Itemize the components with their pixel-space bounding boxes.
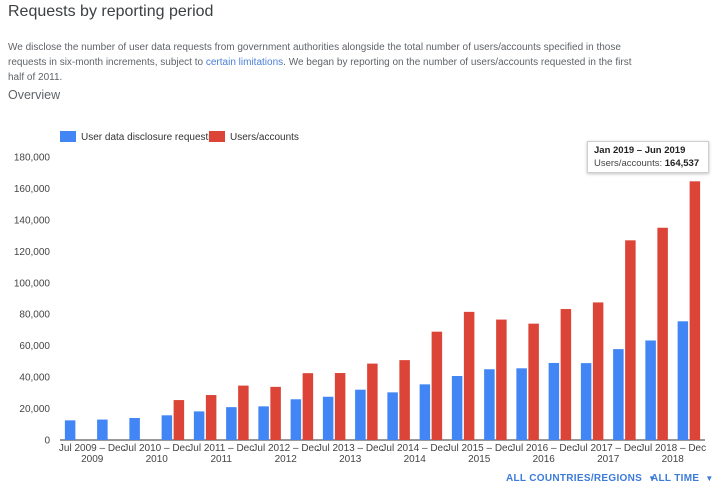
x-tick-label-year: 2016 xyxy=(533,454,556,465)
y-tick-label: 0 xyxy=(44,436,50,447)
bar-requests xyxy=(580,363,592,440)
x-tick-label: Jul 2010 – Dec xyxy=(123,443,190,454)
x-tick-label: Jul 2011 – Dec xyxy=(188,443,254,454)
y-tick-label: 40,000 xyxy=(19,373,50,384)
bar-users-accounts xyxy=(431,331,443,440)
x-tick-label-year: 2010 xyxy=(146,454,169,465)
legend-label: User data disclosure requests xyxy=(81,132,213,143)
bar-users-accounts xyxy=(625,240,636,440)
intro-text: We disclose the number of user data requ… xyxy=(8,40,648,85)
bar-requests xyxy=(226,407,237,440)
bar-users-accounts xyxy=(238,385,249,440)
y-tick-label: 100,000 xyxy=(14,278,51,289)
time-filter-dropdown[interactable]: ALL TIME ▼ xyxy=(651,473,714,484)
x-tick-label-year: 2018 xyxy=(662,454,685,465)
x-tick-label-year: 2017 xyxy=(597,454,620,465)
bar-requests xyxy=(645,340,656,440)
x-tick-label-year: 2011 xyxy=(210,454,232,465)
bar-requests xyxy=(613,349,624,440)
bar-users-accounts xyxy=(334,373,346,440)
y-tick-label: 60,000 xyxy=(19,341,50,352)
bar-users-accounts xyxy=(496,319,507,440)
y-tick-label: 80,000 xyxy=(19,310,50,321)
bar-requests xyxy=(193,411,205,440)
y-tick-label: 160,000 xyxy=(14,184,51,195)
bar-users-accounts xyxy=(560,309,572,440)
tooltip-row: Users/accounts: 164,537 xyxy=(594,157,702,171)
x-tick-label: Jul 2018 – Dec xyxy=(639,443,706,454)
bar-requests xyxy=(677,321,689,440)
bar-requests xyxy=(322,396,334,440)
bar-users-accounts xyxy=(205,395,217,440)
bar-users-accounts xyxy=(173,400,185,440)
bar-requests xyxy=(64,420,76,440)
bar-requests xyxy=(387,392,398,440)
bar-requests xyxy=(548,362,560,440)
time-filter-label: ALL TIME xyxy=(651,473,700,484)
y-tick-label: 20,000 xyxy=(19,404,50,415)
tooltip-value: 164,537 xyxy=(664,158,700,169)
bar-users-accounts xyxy=(367,363,378,440)
y-tick-label: 140,000 xyxy=(14,215,51,226)
bar-requests xyxy=(419,384,431,440)
bar-requests xyxy=(516,368,527,440)
countries-filter-dropdown[interactable]: ALL COUNTRIES/REGIONS ▼ xyxy=(506,473,656,484)
bar-requests xyxy=(97,419,108,440)
bar-requests xyxy=(258,406,269,440)
bar-users-accounts xyxy=(270,386,281,440)
bar-users-accounts xyxy=(592,302,604,440)
countries-filter-label: ALL COUNTRIES/REGIONS xyxy=(506,473,643,484)
x-tick-label-year: 2009 xyxy=(81,454,104,465)
chevron-down-icon: ▼ xyxy=(648,474,657,483)
bar-requests xyxy=(484,369,495,440)
bar-users-accounts xyxy=(302,373,314,440)
x-tick-label: Jul 2016 – Dec xyxy=(510,443,577,454)
x-tick-label-year: 2015 xyxy=(468,454,491,465)
legend-swatch xyxy=(60,131,76,142)
bar-users-accounts xyxy=(657,227,668,440)
bar-users-accounts xyxy=(689,181,701,440)
bar-requests xyxy=(355,389,366,440)
x-tick-label: Jul 2009 – Dec xyxy=(59,443,126,454)
x-tick-label: Jul 2012 – Dec xyxy=(252,443,319,454)
bar-users-accounts xyxy=(399,360,410,440)
x-tick-label-year: 2013 xyxy=(339,454,362,465)
x-tick-label: Jul 2014 – Dec xyxy=(381,443,448,454)
legend-swatch xyxy=(209,131,225,142)
y-tick-label: 180,000 xyxy=(14,153,51,164)
x-tick-label: Jul 2015 – Dec xyxy=(446,443,513,454)
bar-users-accounts xyxy=(463,311,475,440)
bar-requests xyxy=(451,376,463,440)
x-tick-label-year: 2012 xyxy=(275,454,298,465)
intro-text-start: We disclose the number of user data requ… xyxy=(8,42,621,68)
x-tick-label: Jul 2017 – Dec xyxy=(575,443,642,454)
bar-users-accounts xyxy=(528,323,539,440)
page-title: Requests by reporting period xyxy=(8,3,214,20)
certain-limitations-link[interactable]: certain limitations xyxy=(205,57,284,68)
intro-text-end: . We began by reporting on the number of… xyxy=(8,57,632,83)
bar-requests xyxy=(161,415,173,440)
chevron-down-icon: ▼ xyxy=(705,474,714,483)
chart-tooltip: Jan 2019 – Jun 2019 Users/accounts: 164,… xyxy=(587,141,709,173)
x-tick-label-year: 2014 xyxy=(404,454,427,465)
section-title-overview: Overview xyxy=(8,88,61,102)
tooltip-period: Jan 2019 – Jun 2019 xyxy=(594,145,686,156)
tooltip-label: Users/accounts: xyxy=(594,158,663,169)
legend-label: Users/accounts xyxy=(230,132,299,143)
bar-requests xyxy=(290,399,302,440)
x-tick-label: Jul 2013 – Dec xyxy=(317,443,384,454)
y-tick-label: 120,000 xyxy=(14,247,51,258)
bar-requests xyxy=(129,417,140,440)
